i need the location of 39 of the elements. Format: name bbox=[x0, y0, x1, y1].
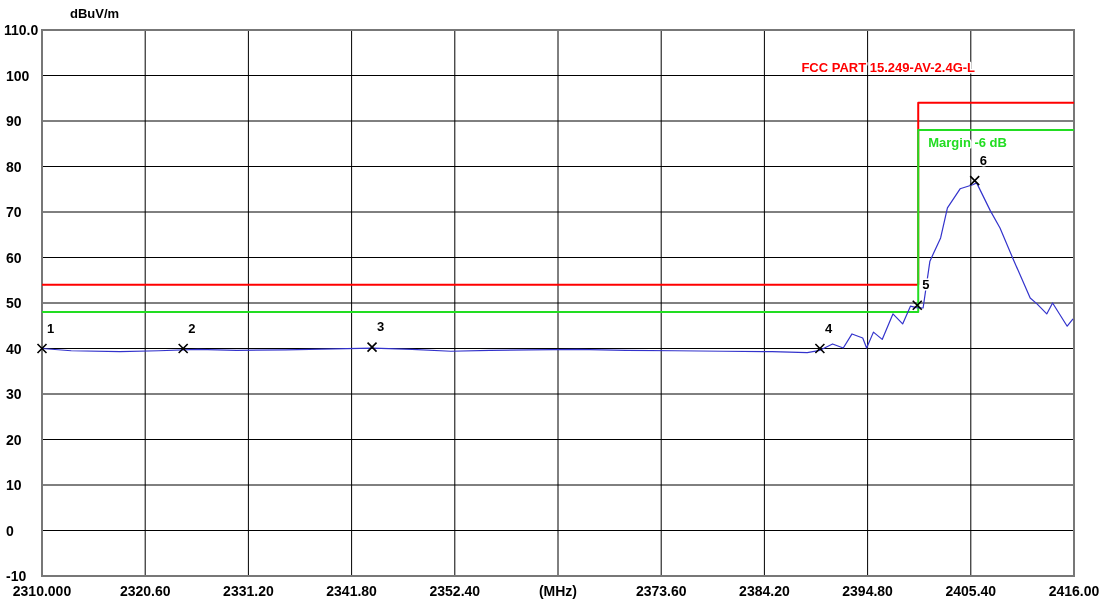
y-tick-label: 30 bbox=[6, 386, 22, 402]
y-tick-label: 60 bbox=[6, 249, 22, 266]
y-tick-label: 10 bbox=[6, 477, 22, 493]
line-series bbox=[41, 182, 1074, 354]
x-tick-label: 2416.00 bbox=[1048, 583, 1100, 599]
y-tick-label: 80 bbox=[6, 158, 22, 175]
annotation: 3 bbox=[377, 319, 385, 335]
x-axis-title: (MHz) bbox=[538, 583, 578, 599]
x-tick-label: 2373.60 bbox=[635, 583, 687, 599]
annotation: 1 bbox=[47, 320, 55, 336]
point bbox=[366, 341, 378, 353]
point bbox=[969, 175, 980, 186]
y-tick-label: 20 bbox=[6, 431, 22, 448]
series-label: Margin -6 dB bbox=[928, 135, 1007, 151]
x-tick-label: 2341.80 bbox=[326, 583, 378, 599]
x-tick-label: 2331.20 bbox=[223, 583, 274, 599]
y-tick-label: 110.0 bbox=[4, 22, 39, 38]
y-tick-label: 50 bbox=[6, 295, 22, 311]
point bbox=[36, 343, 48, 354]
point bbox=[814, 343, 826, 354]
point bbox=[911, 299, 923, 311]
x-tick-label: 2310.000 bbox=[12, 583, 72, 599]
y-tick-label: 0 bbox=[6, 522, 14, 539]
point bbox=[177, 343, 189, 354]
y-tick-label: 90 bbox=[6, 113, 22, 129]
annotation: 2 bbox=[188, 320, 196, 336]
y-tick-label: 70 bbox=[6, 204, 22, 220]
y-tick-label: -10 bbox=[6, 568, 27, 584]
x-tick-label: 2394.80 bbox=[842, 583, 894, 599]
x-tick-label: 2384.20 bbox=[739, 583, 790, 599]
annotation: 6 bbox=[979, 152, 987, 168]
y-tick-label: 40 bbox=[6, 340, 22, 357]
x-tick-label: 2405.40 bbox=[945, 583, 997, 599]
y-axis-title: dBuV/m bbox=[70, 6, 120, 21]
annotation: 5 bbox=[922, 277, 930, 293]
x-tick-label: 2352.40 bbox=[429, 583, 481, 599]
x-tick-label: 2320.60 bbox=[119, 583, 171, 599]
annotation: 4 bbox=[824, 320, 833, 336]
y-tick-label: 100 bbox=[6, 67, 30, 84]
